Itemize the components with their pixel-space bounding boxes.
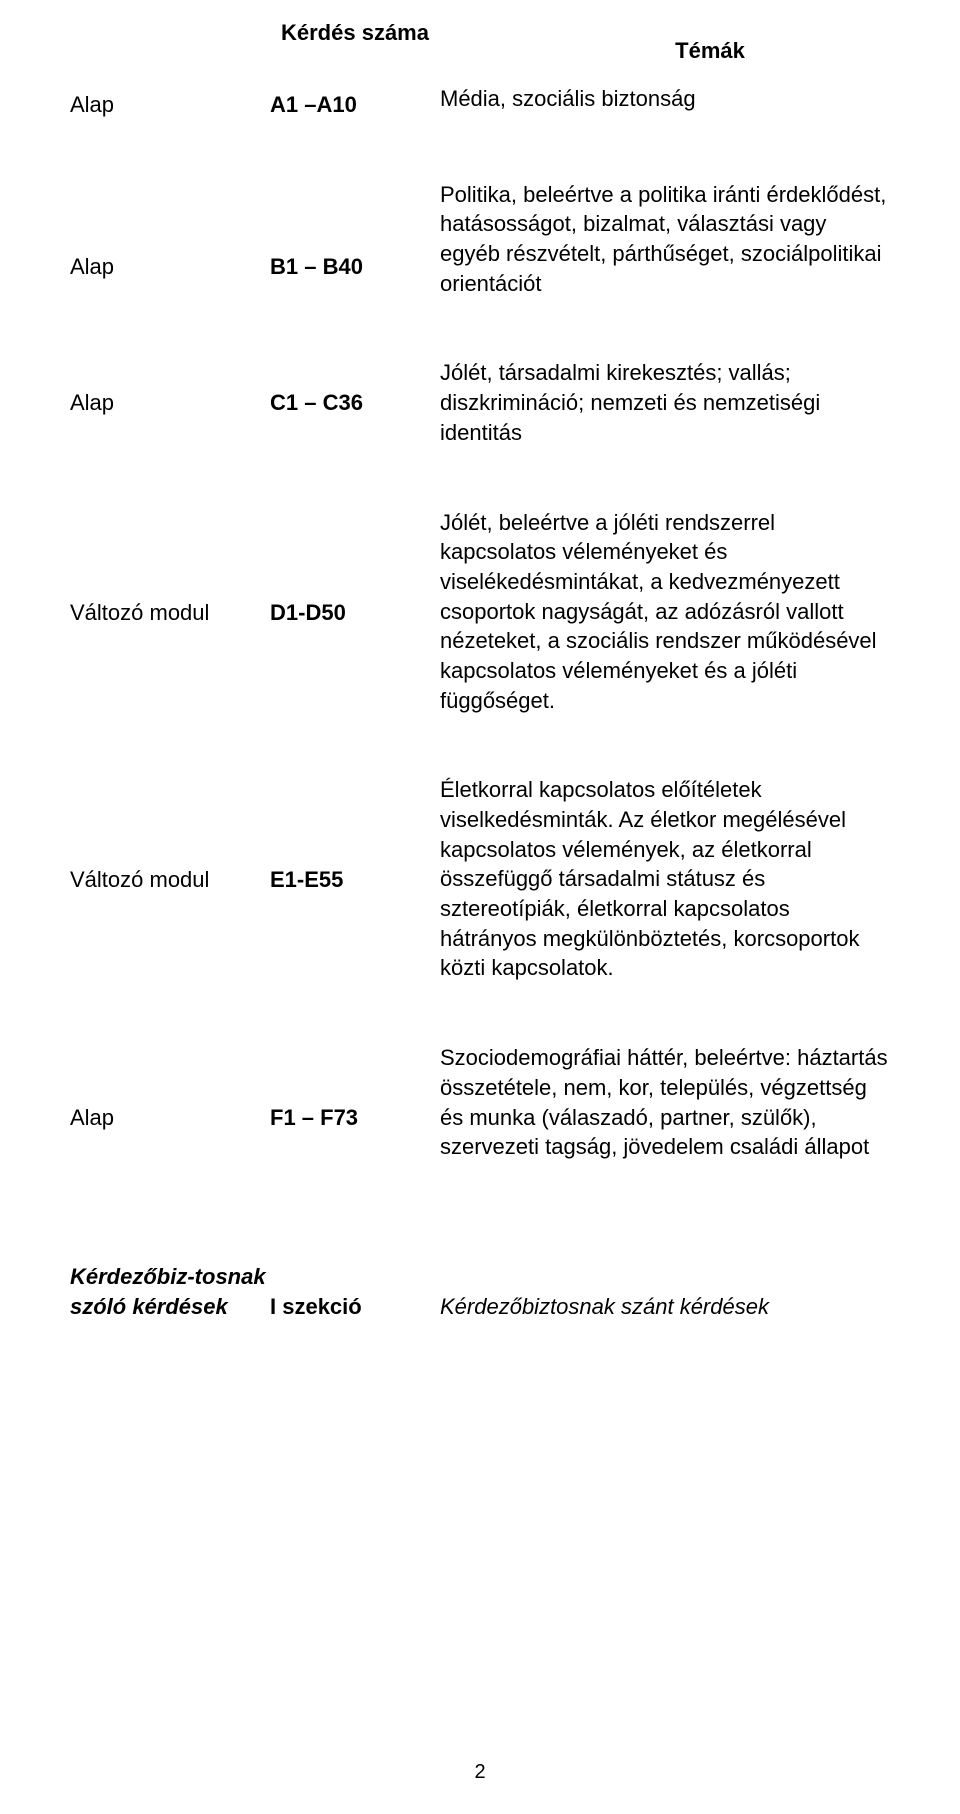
table-header-row: Kérdés száma Témák	[70, 20, 890, 64]
row-category: Alap	[70, 180, 270, 299]
table-row: Alap B1 – B40 Politika, beleértve a poli…	[70, 180, 890, 299]
table-row: Alap C1 – C36 Jólét, társadalmi kirekesz…	[70, 358, 890, 447]
header-col1-empty	[70, 20, 270, 64]
row-category: Alap	[70, 84, 270, 120]
row-topic: Szociodemográfiai háttér, beleértve: ház…	[440, 1043, 890, 1162]
header-topics: Témák	[440, 38, 890, 64]
document-page: Kérdés száma Témák Alap A1 –A10 Média, s…	[0, 0, 960, 1814]
row-topic: Életkorral kapcsolatos előítéletek visel…	[440, 775, 890, 983]
row-code: E1-E55	[270, 775, 440, 983]
table-row: Alap F1 – F73 Szociodemográfiai háttér, …	[70, 1043, 890, 1162]
row-topic: Politika, beleértve a politika iránti ér…	[440, 180, 890, 299]
table-row: Alap A1 –A10 Média, szociális biztonság	[70, 84, 890, 120]
row-code: A1 –A10	[270, 84, 440, 120]
row-category: Alap	[70, 358, 270, 447]
row-topic: Jólét, beleértve a jóléti rendszerrel ka…	[440, 508, 890, 716]
row-code: B1 – B40	[270, 180, 440, 299]
row-category: Alap	[70, 1043, 270, 1162]
row-code: F1 – F73	[270, 1043, 440, 1162]
header-questions: Kérdés száma	[270, 20, 440, 64]
table-row: Változó modul E1-E55 Életkorral kapcsola…	[70, 775, 890, 983]
row-topic: Jólét, társadalmi kirekesztés; vallás; d…	[440, 358, 890, 447]
row-code: D1-D50	[270, 508, 440, 716]
row-code: C1 – C36	[270, 358, 440, 447]
footer-topic: Kérdezőbiztosnak szánt kérdések	[440, 1262, 890, 1322]
row-category: Változó modul	[70, 775, 270, 983]
page-number: 2	[0, 1761, 960, 1784]
footer-category: Kérdezőbiz-tosnak szóló kérdések	[70, 1262, 270, 1322]
table-row: Változó modul D1-D50 Jólét, beleértve a …	[70, 508, 890, 716]
row-category: Változó modul	[70, 508, 270, 716]
table-footer-row: Kérdezőbiz-tosnak szóló kérdések I szekc…	[70, 1262, 890, 1322]
row-topic: Média, szociális biztonság	[440, 84, 890, 120]
footer-code: I szekció	[270, 1262, 440, 1322]
